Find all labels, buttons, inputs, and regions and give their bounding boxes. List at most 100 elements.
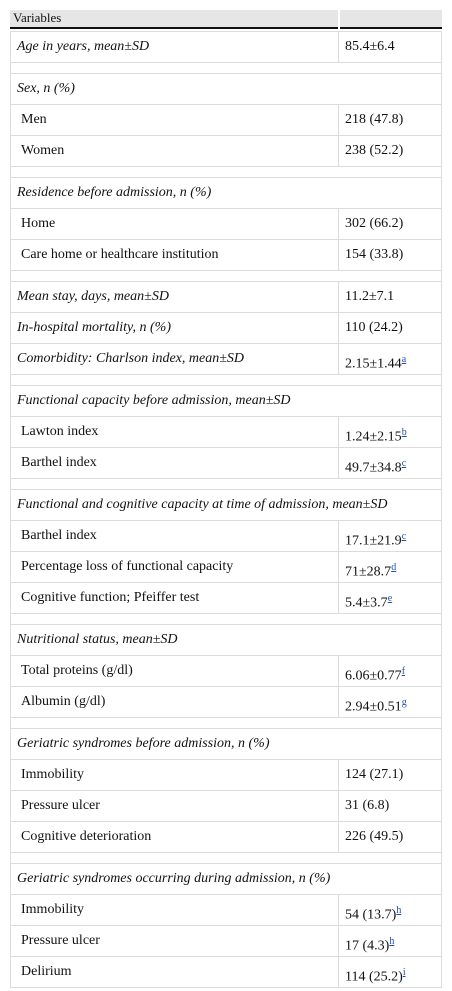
footnote-ref: h [396,903,401,916]
value-text: 2.15±1.44 [345,356,402,372]
row-label: Pressure ulcer [21,933,100,948]
value-cell: 54 (13.7)h [338,894,442,926]
row-label: Percentage loss of functional capacity [21,559,234,574]
label-cell: Women [10,135,339,167]
section-row: Residence before admission, n (%) [10,177,442,209]
section-row: Functional and cognitive capacity at tim… [10,489,442,521]
label-cell: Barthel index [10,520,339,552]
label-cell: Albumin (g/dl) [10,686,339,718]
section-row: Functional capacity before admission, me… [10,385,442,417]
value-cell: 2.94±0.51g [338,686,442,718]
row-label: Delirium [21,964,72,979]
footnote-link[interactable]: g [401,697,407,708]
label-cell: Cognitive function; Pfeiffer test [10,582,339,614]
label-cell: Comorbidity: Charlson index, mean±SD [10,343,339,375]
value-cell: 238 (52.2) [338,135,442,167]
header-divider [338,10,340,29]
label-cell: Total proteins (g/dl) [10,655,339,687]
section-title: Geriatric syndromes before admission, n … [17,736,270,751]
row-label: Pressure ulcer [21,798,100,813]
footnote-link[interactable]: c [401,531,407,542]
row-value: 114 (25.2)i [345,964,406,986]
footnote-ref: a [402,352,406,365]
row-value: 154 (33.8) [345,247,403,263]
row-value: 302 (66.2) [345,216,403,232]
value-cell: 154 (33.8) [338,239,442,271]
row-value: 2.15±1.44a [345,351,406,373]
footnote-link[interactable]: b [401,427,407,438]
value-text: 124 (27.1) [345,767,404,782]
row-label: Men [21,112,47,127]
label-cell: Home [10,208,339,240]
section-title: Sex, n (%) [17,81,75,96]
footnote-link[interactable]: c [401,458,407,469]
footnote-ref: b [402,425,407,438]
value-cell: 17.1±21.9c [338,520,442,552]
label-cell: Barthel index [10,447,339,479]
value-text: 31 (6.8) [345,798,390,813]
row-label: Immobility [21,767,84,782]
footnote-ref: i [403,965,406,978]
value-cell: 85.4±6.4 [338,31,442,63]
value-cell: 31 (6.8) [338,790,442,822]
value-text: 49.7±34.8 [345,460,402,476]
label-cell: Cognitive deterioration [10,821,339,853]
row-label: Cognitive function; Pfeiffer test [21,590,200,605]
label-cell: Age in years, mean±SD [10,31,339,63]
footnote-link[interactable]: e [387,593,393,604]
section-row: Sex, n (%) [10,73,442,105]
value-text: 226 (49.5) [345,829,404,844]
header-title: Variables [13,10,62,25]
footnote-ref: d [391,560,396,573]
value-cell: 71±28.7d [338,551,442,583]
row-label: Lawton index [21,424,99,439]
row-value: 2.94±0.51g [345,694,407,716]
label-cell: Pressure ulcer [10,925,339,957]
row-label: Mean stay, days, mean±SD [17,289,169,304]
section-title: Nutritional status, mean±SD [17,632,178,647]
row-label: Cognitive deterioration [21,829,152,844]
section-title: Residence before admission, n (%) [17,185,212,200]
row-value: 49.7±34.8c [345,455,406,477]
value-text: 85.4±6.4 [345,39,395,54]
value-cell: 49.7±34.8c [338,447,442,479]
row-label: In-hospital mortality, n (%) [17,320,171,335]
value-text: 17 (4.3) [345,938,390,954]
footnote-link[interactable]: h [396,905,402,916]
value-text: 238 (52.2) [345,143,404,158]
value-text: 218 (47.8) [345,112,404,127]
value-text: 1.24±2.15 [345,429,402,445]
row-value: 11.2±7.1 [345,289,394,305]
value-cell: 110 (24.2) [338,312,442,344]
footnote-ref: h [389,934,394,947]
row-label: Immobility [21,902,84,917]
value-cell: 302 (66.2) [338,208,442,240]
row-label: Barthel index [21,455,97,470]
row-label: Home [21,216,56,231]
footnote-ref: f [402,664,405,677]
row-label: Albumin (g/dl) [21,694,106,709]
value-cell: 114 (25.2)i [338,956,442,988]
value-text: 11.2±7.1 [345,289,395,304]
section-title: Functional and cognitive capacity at tim… [17,497,388,512]
section-row: Geriatric syndromes occurring during adm… [10,863,442,895]
label-cell: In-hospital mortality, n (%) [10,312,339,344]
value-text: 54 (13.7) [345,907,397,923]
label-cell: Men [10,104,339,136]
value-text: 5.4±3.7 [345,595,388,611]
row-label: Age in years, mean±SD [17,39,150,54]
footnote-link[interactable]: i [402,967,406,978]
value-cell: 1.24±2.15b [338,416,442,448]
footnote-link[interactable]: h [389,936,395,947]
label-cell: Immobility [10,894,339,926]
value-cell: 11.2±7.1 [338,281,442,313]
footnote-link[interactable]: f [401,666,406,677]
section-row: Nutritional status, mean±SD [10,624,442,656]
value-text: 71±28.7 [345,564,392,580]
row-value: 17.1±21.9c [345,528,406,550]
footnote-link[interactable]: a [401,354,407,365]
row-value: 218 (47.8) [345,112,403,128]
footnote-link[interactable]: d [391,562,397,573]
label-cell: Lawton index [10,416,339,448]
value-cell: 218 (47.8) [338,104,442,136]
